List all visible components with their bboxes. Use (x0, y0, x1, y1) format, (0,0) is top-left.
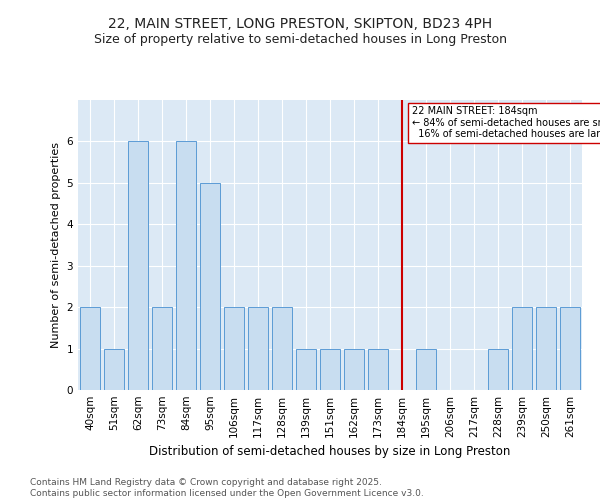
Text: Size of property relative to semi-detached houses in Long Preston: Size of property relative to semi-detach… (94, 32, 506, 46)
Bar (248, 307, 268, 390)
Bar (488, 348, 508, 390)
Bar (560, 307, 580, 390)
Bar (152, 307, 172, 390)
Text: 22, MAIN STREET, LONG PRESTON, SKIPTON, BD23 4PH: 22, MAIN STREET, LONG PRESTON, SKIPTON, … (108, 18, 492, 32)
Bar (224, 307, 244, 390)
Bar (368, 348, 388, 390)
Bar (104, 348, 124, 390)
Bar (80, 307, 100, 390)
Y-axis label: Number of semi-detached properties: Number of semi-detached properties (51, 142, 61, 348)
Text: Contains HM Land Registry data © Crown copyright and database right 2025.
Contai: Contains HM Land Registry data © Crown c… (30, 478, 424, 498)
Bar (416, 348, 436, 390)
X-axis label: Distribution of semi-detached houses by size in Long Preston: Distribution of semi-detached houses by … (149, 446, 511, 458)
Bar (344, 348, 364, 390)
Text: 22 MAIN STREET: 184sqm
← 84% of semi-detached houses are smaller (32)
  16% of s: 22 MAIN STREET: 184sqm ← 84% of semi-det… (412, 106, 600, 140)
Bar (128, 142, 148, 390)
Bar (320, 348, 340, 390)
Bar (272, 307, 292, 390)
Bar (512, 307, 532, 390)
Bar (536, 307, 556, 390)
Bar (296, 348, 316, 390)
Bar (176, 142, 196, 390)
Bar (200, 183, 220, 390)
